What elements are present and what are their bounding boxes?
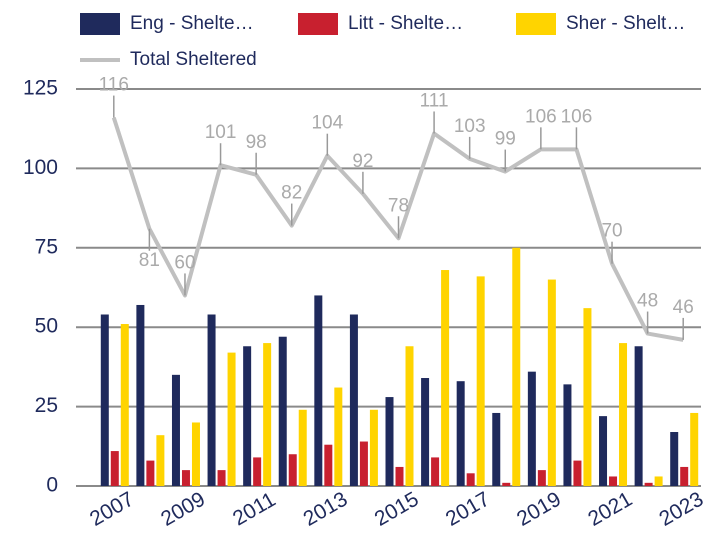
y-tick-label: 25 — [35, 394, 58, 417]
bar — [527, 371, 536, 486]
x-tick-label: 2017 — [442, 488, 494, 531]
bar — [476, 276, 485, 486]
bar — [349, 314, 358, 486]
data-label: 48 — [637, 291, 658, 312]
bar — [456, 381, 465, 486]
x-tick-label: 2023 — [655, 488, 704, 531]
bar — [314, 295, 323, 486]
bar — [395, 466, 404, 486]
data-label: 104 — [311, 113, 343, 134]
y-tick-label: 100 — [23, 156, 58, 179]
bar — [288, 454, 297, 486]
bar — [136, 304, 145, 486]
legend-label: Eng - Shelte… — [130, 13, 254, 34]
data-label: 78 — [388, 195, 409, 216]
bar — [431, 457, 440, 486]
data-label: 111 — [420, 90, 449, 111]
bar — [547, 279, 556, 486]
bar — [120, 324, 129, 486]
bar — [263, 343, 272, 486]
data-label: 81 — [139, 250, 160, 271]
bar — [278, 336, 287, 486]
data-label: 92 — [352, 151, 373, 172]
bar — [670, 432, 679, 486]
legend-label: Sher - Shelt… — [566, 13, 685, 34]
bar — [583, 308, 592, 486]
bar — [466, 473, 475, 486]
bar — [492, 412, 501, 486]
x-tick-label: 2013 — [300, 488, 352, 531]
bar — [181, 470, 190, 486]
data-label: 116 — [99, 75, 129, 96]
bar — [690, 412, 699, 486]
bar — [334, 387, 343, 486]
data-label: 106 — [561, 106, 593, 127]
bar — [110, 451, 119, 486]
bar — [405, 346, 414, 486]
data-label: 101 — [205, 122, 237, 143]
x-tick-label: 2011 — [229, 488, 280, 531]
bar — [156, 435, 165, 486]
x-tick-label: 2009 — [157, 488, 209, 531]
bar — [217, 470, 226, 486]
y-tick-label: 75 — [35, 235, 58, 258]
bar — [609, 476, 618, 486]
bar — [680, 466, 689, 486]
legend-swatch — [516, 13, 556, 35]
data-label: 60 — [174, 252, 195, 273]
bar — [644, 482, 653, 486]
data-label: 99 — [495, 129, 516, 150]
bar — [298, 409, 307, 486]
bar — [441, 270, 450, 486]
bar — [359, 441, 368, 486]
bar — [207, 314, 216, 486]
bar — [634, 346, 643, 486]
x-tick-label: 2019 — [513, 488, 565, 531]
bar — [537, 470, 546, 486]
bar — [563, 384, 572, 486]
bar — [573, 460, 582, 486]
x-tick-label: 2015 — [371, 488, 423, 531]
x-tick-label: 2021 — [584, 488, 636, 531]
bar — [243, 346, 252, 486]
bar — [421, 378, 430, 486]
bar — [502, 482, 511, 486]
data-label: 82 — [281, 183, 302, 204]
bar — [227, 352, 236, 486]
bar — [253, 457, 262, 486]
bar — [654, 476, 663, 486]
data-label: 70 — [601, 221, 622, 242]
bar — [369, 409, 378, 486]
data-label: 103 — [454, 116, 486, 137]
data-label: 46 — [673, 297, 694, 318]
y-tick-label: 125 — [23, 77, 58, 100]
bar — [619, 343, 628, 486]
bar — [171, 374, 180, 486]
y-tick-label: 50 — [35, 315, 58, 338]
legend-label: Litt - Shelte… — [348, 13, 463, 34]
legend-label: Total Sheltered — [130, 49, 257, 70]
x-tick-label: 2007 — [86, 488, 138, 531]
bar — [512, 247, 521, 486]
bar — [324, 444, 333, 486]
bar — [191, 422, 200, 486]
data-label: 98 — [246, 132, 267, 153]
y-tick-label: 0 — [46, 474, 58, 497]
bar — [146, 460, 155, 486]
legend-swatch — [298, 13, 338, 35]
bar — [599, 416, 608, 486]
legend-swatch — [80, 13, 120, 35]
bar — [100, 314, 109, 486]
data-label: 106 — [525, 106, 557, 127]
bar — [385, 397, 394, 486]
